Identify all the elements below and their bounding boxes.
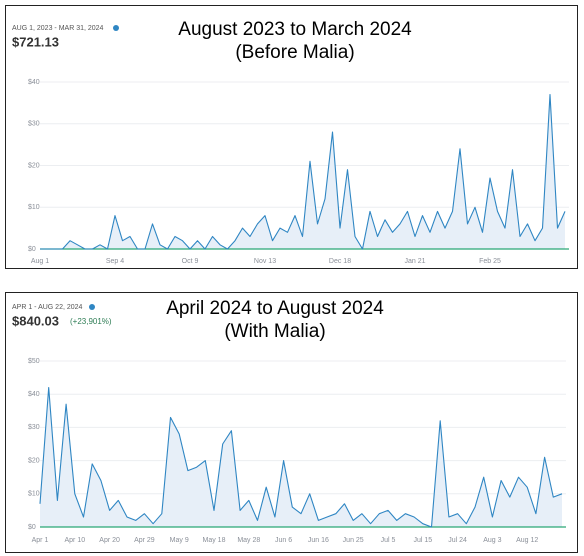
x-tick-label: Apr 29 [134,537,155,544]
x-tick-label: Jan 21 [404,258,425,265]
y-tick-label: $20 [28,162,40,169]
x-tick-label: Aug 3 [483,537,501,544]
x-tick-label: May 9 [170,537,189,544]
y-tick-label: $10 [28,204,40,211]
x-tick-label: Feb 25 [479,258,501,265]
x-tick-label: Apr 10 [64,537,85,544]
chart-subtitle: (With Malia) [224,321,325,342]
x-tick-label: Aug 12 [516,537,538,544]
chart-subtitle: (Before Malia) [235,42,354,63]
total: $721.13 [12,34,59,49]
area [40,94,565,249]
chart-title: August 2023 to March 2024 [178,19,412,40]
y-tick-label: $30 [28,424,40,431]
x-tick-label: Apr 20 [99,537,120,544]
x-tick-label: Jun 6 [275,537,292,544]
line [40,93,566,250]
line [39,387,563,528]
y-tick-label: $0 [28,246,36,253]
dot [89,304,95,310]
x-tick-label: Nov 13 [254,258,276,265]
y-tick-label: $40 [28,391,40,398]
period-label: AUG 1, 2023 - MAR 31, 2024 [12,25,104,32]
x-tick-label: May 28 [237,537,260,544]
chart-title: April 2024 to August 2024 [166,298,384,319]
x-tick-label: May 18 [203,537,226,544]
x-tick-label: Sep 4 [106,258,124,265]
x-tick-label: Jul 24 [448,537,467,544]
y-tick-label: $10 [28,491,40,498]
total: $840.03 [12,313,59,328]
y-tick-label: $30 [28,121,40,128]
x-tick-label: Jun 16 [308,537,329,544]
y-tick-label: $0 [28,524,36,531]
period-label: APR 1 - AUG 22, 2024 [12,304,83,311]
change: (+23,901%) [70,317,112,326]
dot [113,25,119,31]
y-tick-label: $40 [28,79,40,86]
x-tick-label: Jun 25 [343,537,364,544]
y-tick-label: $50 [28,358,40,365]
x-tick-label: Apr 1 [32,537,49,544]
x-tick-label: Jul 15 [413,537,432,544]
y-tick-label: $20 [28,457,40,464]
x-tick-label: Dec 18 [329,258,351,265]
x-tick-label: Aug 1 [31,258,49,265]
x-tick-label: Oct 9 [182,258,199,265]
x-tick-label: Jul 5 [381,537,396,544]
